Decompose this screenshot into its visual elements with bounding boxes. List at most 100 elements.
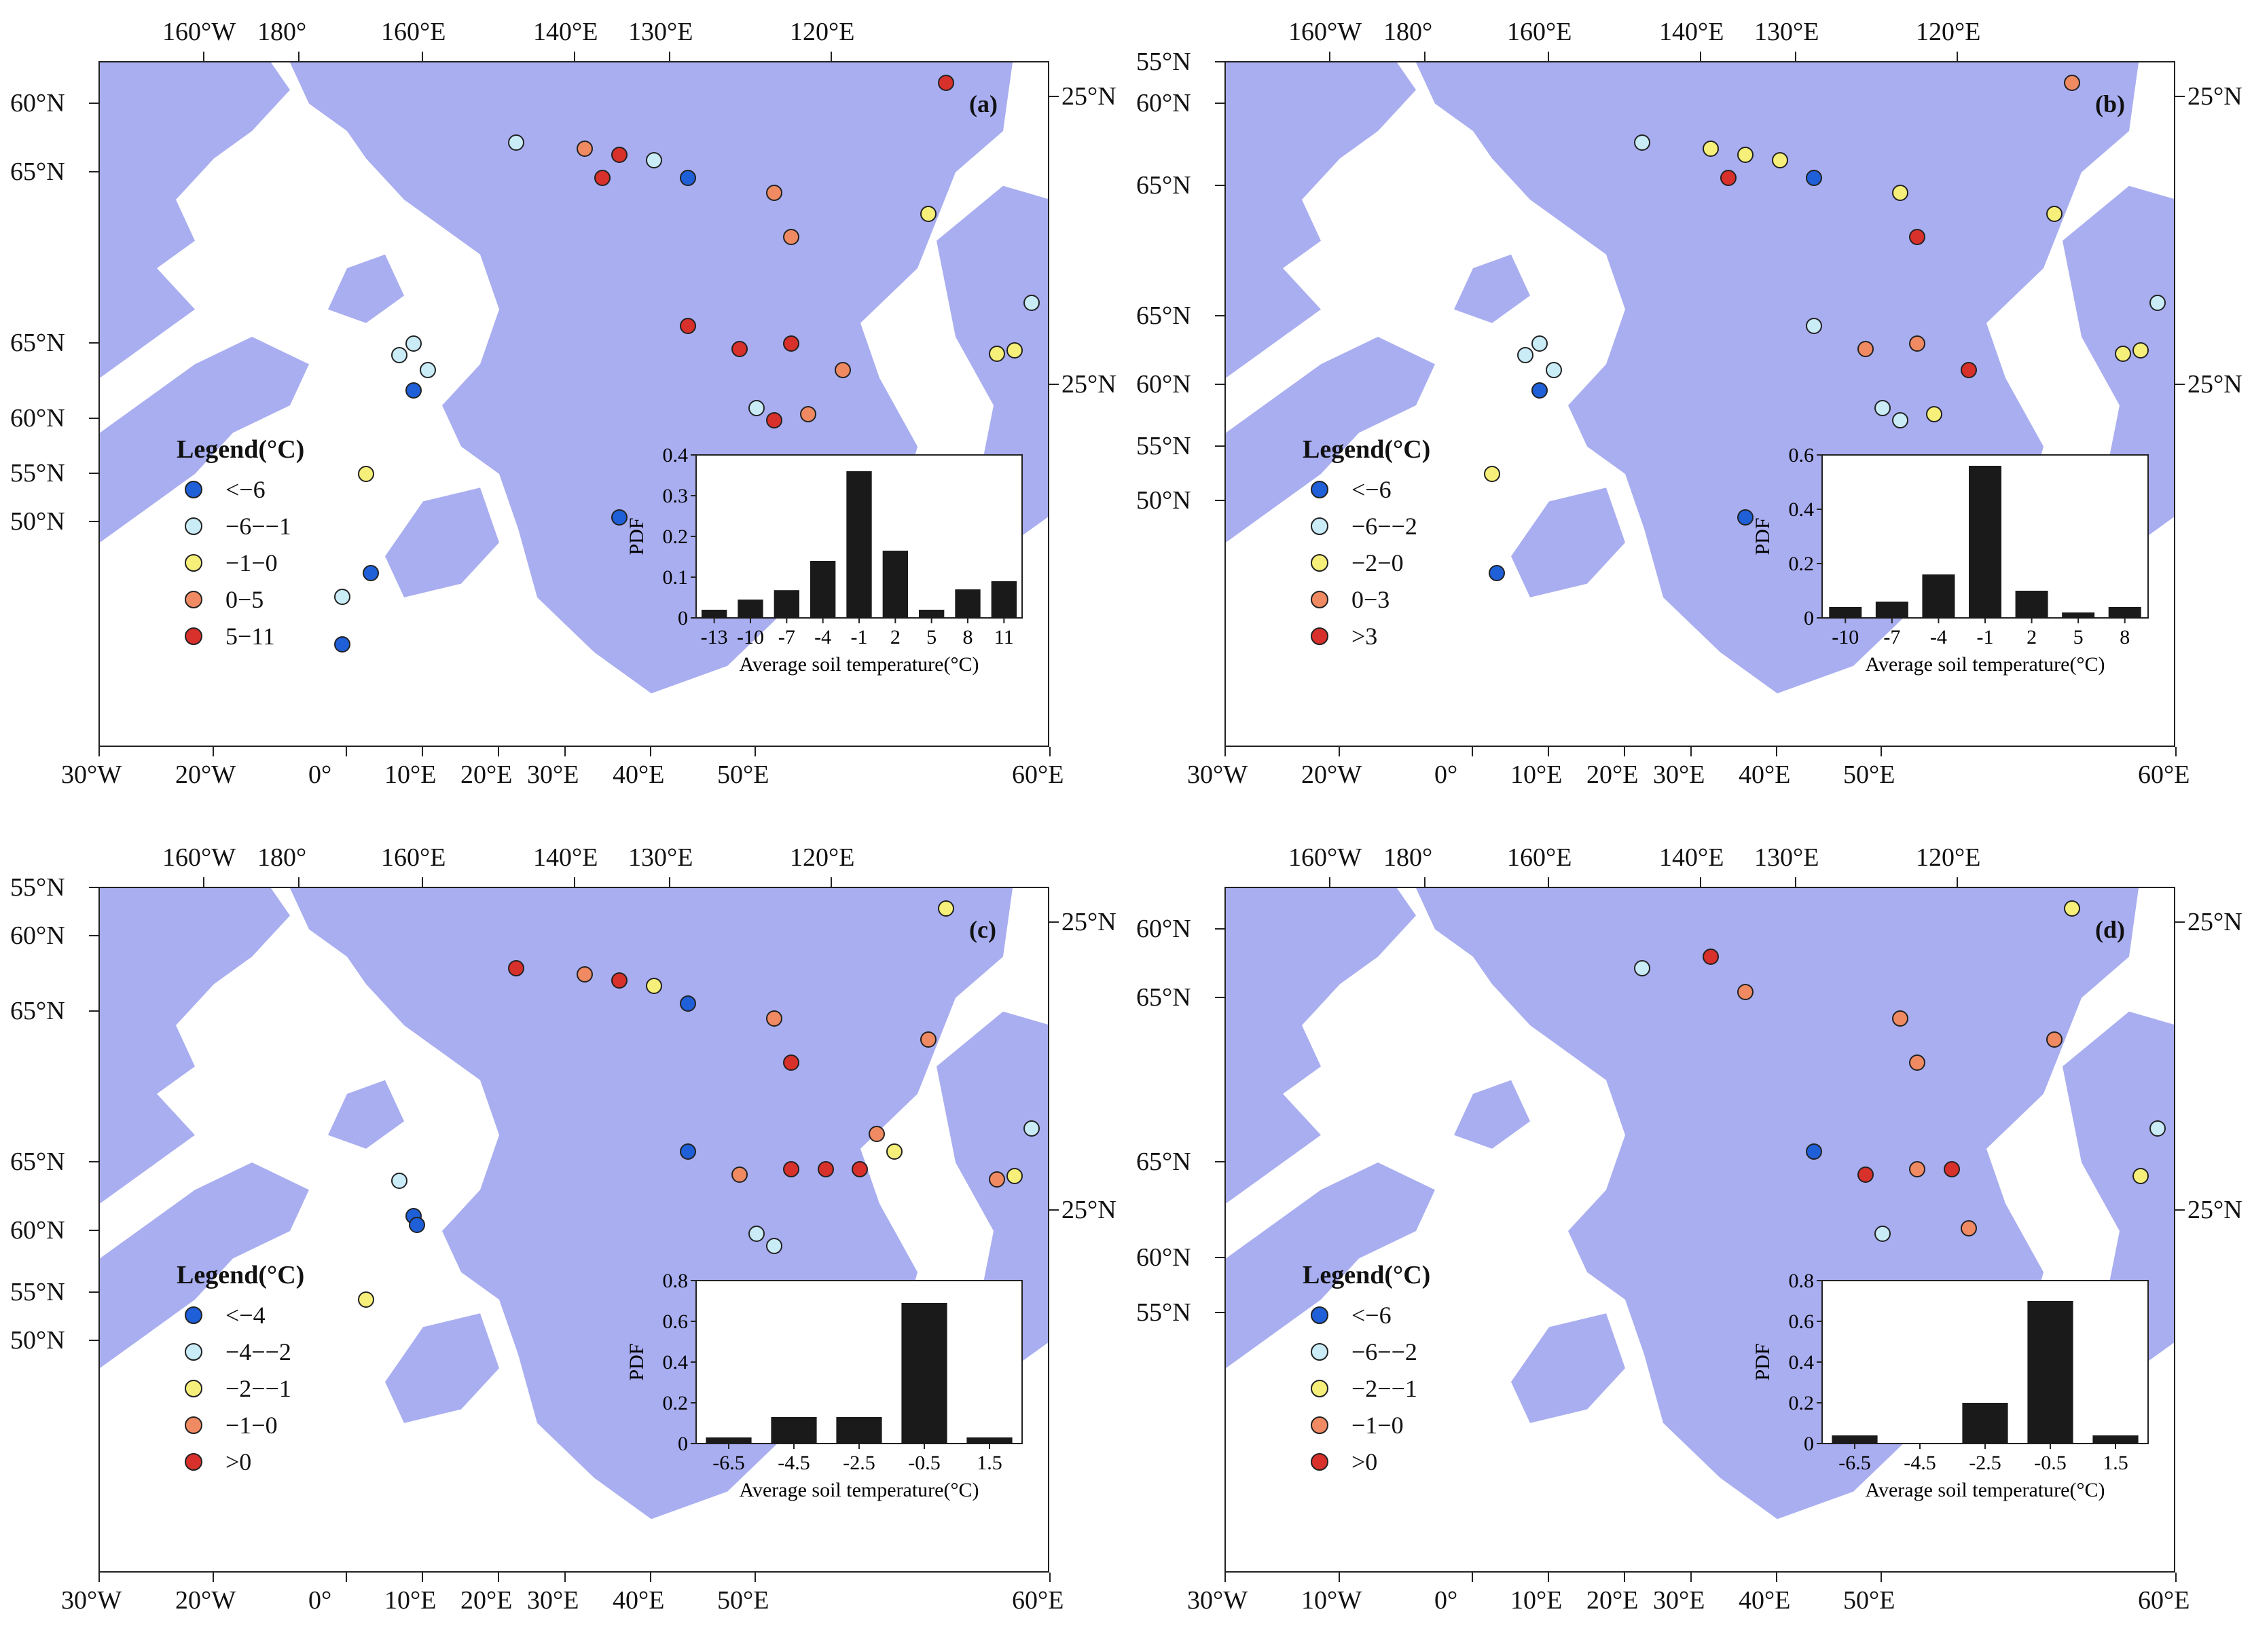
site-marker (731, 1167, 748, 1183)
bottom-lon-label: 30°E (1653, 760, 1705, 789)
tick-mark (1700, 52, 1701, 61)
tick-mark (831, 877, 832, 887)
site-marker (1908, 1054, 1925, 1071)
map-frame: (b) (1224, 61, 2175, 747)
left-lat-label: 50°N (10, 507, 65, 536)
tick-mark (2175, 95, 2185, 97)
right-lat-label: 25°N (1061, 81, 1116, 111)
histogram-bar (966, 1437, 1013, 1444)
legend-item: −1−0 (1303, 1407, 1430, 1444)
histogram-bar (2092, 1435, 2139, 1444)
site-marker (1908, 1160, 1925, 1177)
legend-swatch (185, 554, 202, 572)
site-marker (1908, 229, 1925, 246)
histogram-inset: -6.5 -4.5 -2.5 -0.5 1.5 0 0.2 0.4 0.6 0.8 PDF Avera… (1751, 1270, 2149, 1511)
tick-mark (89, 934, 98, 936)
site-marker (1874, 1226, 1891, 1243)
tick-mark (1049, 383, 1059, 385)
legend-swatch (1311, 1306, 1328, 1324)
legend-label: 5−11 (225, 623, 275, 650)
tick-mark (1049, 95, 1059, 97)
land-polygon (100, 888, 290, 1204)
land-polygon (1454, 1080, 1530, 1149)
bottom-lon-label: 0° (308, 1586, 332, 1615)
histogram-bar (955, 589, 981, 618)
legend-swatch (185, 481, 202, 498)
tick-mark (1215, 1312, 1224, 1314)
top-lon-label: 160°E (1507, 843, 1572, 872)
site-marker (1891, 1010, 1908, 1027)
left-lat-label: 60°N (10, 404, 65, 433)
y-tick-label: 0.2 (1789, 1392, 1815, 1414)
tick-mark (98, 1573, 100, 1582)
site-marker (748, 400, 765, 417)
tick-mark (1224, 1573, 1226, 1582)
x-tick-label: -6.5 (1838, 1452, 1871, 1474)
site-marker (765, 1010, 782, 1027)
site-marker (834, 361, 851, 378)
tick-mark (1776, 747, 1777, 756)
top-lon-label: 130°E (1754, 843, 1819, 872)
tick-mark (650, 747, 651, 756)
x-tick-label: -6.5 (712, 1452, 745, 1474)
bottom-lon-label: 20°E (460, 760, 513, 789)
histogram-bar (991, 581, 1017, 618)
tick-mark (89, 1230, 98, 1231)
x-axis-label: Average soil temperature(°C) (1866, 1479, 2105, 1501)
land-polygon (1511, 1313, 1625, 1423)
tick-mark (1957, 52, 1958, 61)
histogram-bar (1962, 1403, 2008, 1444)
legend-swatch (1311, 1416, 1328, 1434)
tick-mark (89, 1339, 98, 1341)
x-tick-label: -4 (1930, 626, 1947, 648)
histogram-chart: -6.5 -4.5 -2.5 -0.5 1.5 0 0.2 0.4 0.6 0.8 PDF Avera… (1751, 1270, 2149, 1501)
histogram-bar (706, 1437, 752, 1444)
legend-label: −2−−1 (1351, 1375, 1417, 1402)
x-tick-label: -7 (778, 626, 795, 648)
bottom-lon-label: 10°E (1510, 1586, 1563, 1615)
x-tick-label: -10 (737, 626, 764, 648)
top-lon-label: 180° (1383, 843, 1433, 872)
left-lat-label: 50°N (10, 1325, 65, 1355)
legend-label: −4−−2 (225, 1338, 291, 1365)
top-lon-label: 130°E (628, 18, 693, 46)
land-polygon (100, 337, 309, 543)
site-marker (358, 1291, 374, 1308)
site-marker (611, 972, 628, 989)
x-tick-label: -0.5 (908, 1452, 941, 1474)
land-polygon (937, 185, 1048, 543)
x-tick-label: -1 (1977, 626, 1994, 648)
site-marker (782, 1054, 799, 1071)
top-lon-label: 160°W (1288, 18, 1362, 46)
site-marker (937, 75, 954, 92)
legend-label: >0 (225, 1448, 252, 1475)
bottom-lon-label: 50°E (1843, 1586, 1895, 1615)
y-axis-label: PDF (625, 1343, 648, 1380)
panel-label: (d) (2095, 916, 2125, 943)
site-marker (680, 317, 697, 334)
bottom-lon-label: 30°E (527, 1586, 579, 1615)
tick-mark (1795, 877, 1796, 887)
x-tick-label: -4.5 (1904, 1452, 1936, 1474)
site-marker (409, 1217, 426, 1234)
bottom-lon-label: 60°E (1012, 760, 1064, 789)
tick-mark (203, 52, 204, 61)
x-tick-label: -10 (1832, 626, 1859, 648)
left-lat-label: 60°N (1136, 1243, 1191, 1272)
site-marker (334, 636, 350, 653)
legend-item: 0−3 (1303, 581, 1430, 618)
bottom-lon-label: 30°E (1653, 1586, 1705, 1615)
tick-mark (298, 52, 299, 61)
top-lon-label: 160°W (162, 843, 236, 872)
site-marker (1703, 949, 1720, 965)
site-marker (2063, 900, 2080, 917)
legend-title: Legend(°C) (1303, 1261, 1431, 1289)
tick-mark (1881, 1573, 1882, 1582)
left-lat-label: 65°N (10, 329, 65, 358)
y-tick-label: 0.4 (1789, 1351, 1815, 1374)
map-panel-a: (a) Legend(°C) <−6 −6−−1 −1−0 0−5 5−11 160°W 180… (0, 0, 1126, 826)
site-marker (1484, 466, 1500, 482)
legend-label: −2−−1 (225, 1375, 291, 1402)
left-lat-label: 65°N (1136, 983, 1191, 1012)
site-marker (1023, 1120, 1040, 1137)
